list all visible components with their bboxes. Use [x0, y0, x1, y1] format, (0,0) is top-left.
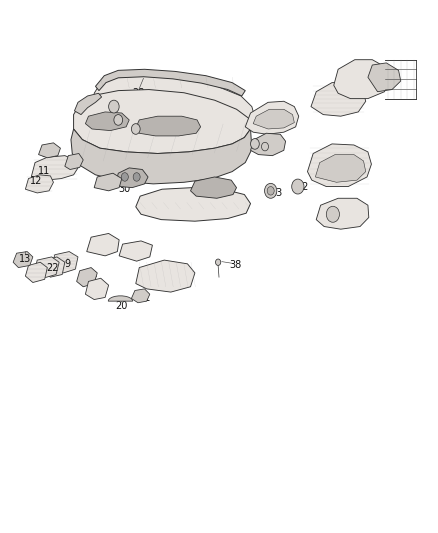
Text: 31: 31: [217, 183, 230, 192]
Text: 32: 32: [296, 182, 308, 191]
Circle shape: [109, 100, 119, 113]
Polygon shape: [307, 144, 371, 187]
Text: 9: 9: [65, 259, 71, 269]
Text: 34: 34: [85, 271, 97, 281]
Text: 38: 38: [230, 261, 242, 270]
Polygon shape: [25, 262, 47, 282]
Text: 25: 25: [256, 110, 268, 119]
Text: 19: 19: [94, 286, 106, 295]
Polygon shape: [95, 69, 245, 96]
Polygon shape: [43, 257, 65, 277]
Polygon shape: [131, 289, 150, 303]
Polygon shape: [85, 278, 109, 300]
Text: 29: 29: [107, 108, 119, 118]
Polygon shape: [108, 296, 133, 301]
Text: 6: 6: [260, 144, 266, 154]
Circle shape: [326, 206, 339, 222]
Polygon shape: [65, 154, 83, 169]
Polygon shape: [87, 233, 119, 256]
Polygon shape: [77, 268, 97, 287]
Circle shape: [267, 187, 274, 195]
Circle shape: [114, 115, 123, 125]
Polygon shape: [25, 175, 53, 193]
Text: 26: 26: [349, 155, 361, 165]
Circle shape: [292, 179, 304, 194]
Text: 23: 23: [123, 246, 135, 255]
Polygon shape: [136, 116, 201, 136]
Polygon shape: [13, 252, 33, 268]
Polygon shape: [334, 60, 389, 99]
Polygon shape: [316, 198, 369, 229]
Text: 28: 28: [132, 88, 144, 98]
Polygon shape: [94, 173, 122, 191]
Polygon shape: [311, 83, 366, 116]
Polygon shape: [368, 63, 401, 92]
Circle shape: [261, 142, 268, 151]
Text: 33: 33: [270, 188, 282, 198]
Polygon shape: [74, 90, 251, 154]
Circle shape: [121, 173, 128, 181]
Polygon shape: [191, 177, 237, 198]
Text: 5: 5: [185, 118, 191, 127]
Polygon shape: [251, 133, 286, 156]
Text: 27: 27: [323, 95, 336, 105]
Text: 17: 17: [156, 267, 168, 277]
Polygon shape: [315, 155, 366, 182]
Text: 12: 12: [30, 176, 42, 186]
Circle shape: [265, 183, 277, 198]
Circle shape: [251, 139, 259, 149]
Text: 18: 18: [94, 240, 106, 250]
Polygon shape: [119, 241, 152, 261]
Polygon shape: [39, 143, 60, 158]
Polygon shape: [71, 129, 252, 184]
Polygon shape: [136, 188, 251, 221]
Circle shape: [133, 173, 140, 181]
Text: 11: 11: [38, 166, 50, 175]
Polygon shape: [85, 112, 129, 131]
Polygon shape: [52, 252, 78, 273]
Text: 7: 7: [347, 216, 353, 226]
Text: 16: 16: [349, 69, 361, 78]
Polygon shape: [136, 260, 195, 292]
Polygon shape: [34, 257, 59, 278]
Polygon shape: [74, 93, 102, 115]
Polygon shape: [32, 156, 78, 180]
Polygon shape: [253, 109, 294, 129]
Circle shape: [215, 259, 221, 265]
Text: 30: 30: [119, 184, 131, 194]
Polygon shape: [94, 76, 254, 120]
Text: 22: 22: [46, 263, 59, 272]
Text: 20: 20: [116, 302, 128, 311]
Polygon shape: [116, 168, 148, 188]
Text: 4: 4: [74, 158, 80, 167]
Text: 2: 2: [115, 144, 121, 154]
Text: 21: 21: [138, 294, 151, 303]
Text: 8: 8: [238, 198, 244, 207]
Text: 35: 35: [41, 149, 53, 158]
Circle shape: [131, 124, 140, 134]
Text: 10: 10: [106, 176, 118, 186]
Polygon shape: [245, 101, 299, 134]
Text: 13: 13: [19, 254, 32, 263]
